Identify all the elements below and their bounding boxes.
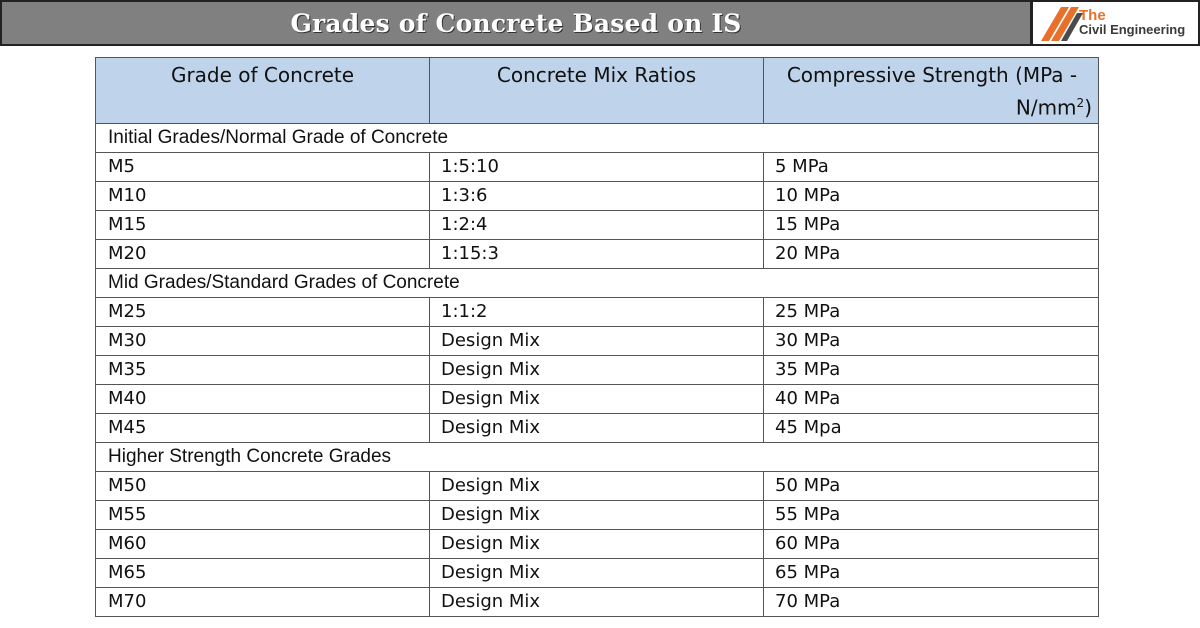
strength-cell: 40 MPa <box>763 384 1099 414</box>
table-row: M5 1:5:10 5 MPa <box>95 152 1099 182</box>
table-row: M45 Design Mix 45 Mpa <box>95 413 1099 443</box>
table-row: M35 Design Mix 35 MPa <box>95 355 1099 385</box>
mix-cell: Design Mix <box>429 413 764 443</box>
strength-header-sup: 2 <box>1076 96 1085 110</box>
section-row: Mid Grades/Standard Grades of Concrete <box>95 268 1099 298</box>
mix-cell: 1:3:6 <box>429 181 764 211</box>
strength-cell: 15 MPa <box>763 210 1099 240</box>
mix-cell: Design Mix <box>429 529 764 559</box>
table-row: M50 Design Mix 50 MPa <box>95 471 1099 501</box>
table-row: M70 Design Mix 70 MPa <box>95 587 1099 617</box>
table-row: M60 Design Mix 60 MPa <box>95 529 1099 559</box>
strength-header-line2: N/mm2) <box>772 89 1092 122</box>
strength-cell: 20 MPa <box>763 239 1099 269</box>
grade-cell: M25 <box>95 297 430 327</box>
table-row: M65 Design Mix 65 MPa <box>95 558 1099 588</box>
strength-header-close: ) <box>1084 95 1092 120</box>
diagonal-stripes-icon <box>1041 7 1083 41</box>
title-banner: Grades of Concrete Based on IS <box>0 0 1032 46</box>
page-title: Grades of Concrete Based on IS <box>290 8 742 38</box>
grade-cell: M20 <box>95 239 430 269</box>
mix-cell: 1:15:3 <box>429 239 764 269</box>
table-row: M30 Design Mix 30 MPa <box>95 326 1099 356</box>
mix-cell: Design Mix <box>429 558 764 588</box>
grade-cell: M30 <box>95 326 430 356</box>
strength-cell: 55 MPa <box>763 500 1099 530</box>
mix-cell: Design Mix <box>429 500 764 530</box>
strength-cell: 5 MPa <box>763 152 1099 182</box>
strength-cell: 60 MPa <box>763 529 1099 559</box>
mix-cell: Design Mix <box>429 326 764 356</box>
mix-cell: Design Mix <box>429 384 764 414</box>
table-row: M40 Design Mix 40 MPa <box>95 384 1099 414</box>
grade-cell: M35 <box>95 355 430 385</box>
grade-cell: M10 <box>95 181 430 211</box>
strength-cell: 50 MPa <box>763 471 1099 501</box>
table-row: M25 1:1:2 25 MPa <box>95 297 1099 327</box>
grade-cell: M50 <box>95 471 430 501</box>
strength-cell: 30 MPa <box>763 326 1099 356</box>
grade-cell: M70 <box>95 587 430 617</box>
mix-cell: Design Mix <box>429 587 764 617</box>
section-row: Higher Strength Concrete Grades <box>95 442 1099 472</box>
table-body: Initial Grades/Normal Grade of Concrete M… <box>95 123 1099 617</box>
table-row: M55 Design Mix 55 MPa <box>95 500 1099 530</box>
column-header-strength: Compressive Strength (MPa - N/mm2) <box>763 57 1099 124</box>
column-header-grade: Grade of Concrete <box>95 57 430 124</box>
strength-cell: 65 MPa <box>763 558 1099 588</box>
grade-cell: M60 <box>95 529 430 559</box>
grade-cell: M55 <box>95 500 430 530</box>
mix-cell: 1:1:2 <box>429 297 764 327</box>
grade-cell: M65 <box>95 558 430 588</box>
strength-header-line1: Compressive Strength (MPa - <box>786 63 1078 87</box>
section-title: Initial Grades/Normal Grade of Concrete <box>95 123 1099 153</box>
table-row: M10 1:3:6 10 MPa <box>95 181 1099 211</box>
strength-cell: 25 MPa <box>763 297 1099 327</box>
grade-cell: M45 <box>95 413 430 443</box>
section-title: Higher Strength Concrete Grades <box>95 442 1099 472</box>
mix-cell: 1:2:4 <box>429 210 764 240</box>
table-row: M20 1:15:3 20 MPa <box>95 239 1099 269</box>
table-header-row: Grade of Concrete Concrete Mix Ratios Co… <box>95 57 1099 124</box>
concrete-grades-table: Grade of Concrete Concrete Mix Ratios Co… <box>95 57 1099 617</box>
strength-header-unit: N/mm <box>1015 95 1077 120</box>
strength-cell: 70 MPa <box>763 587 1099 617</box>
brand-logo: The Civil Engineering <box>1032 0 1200 46</box>
grade-cell: M15 <box>95 210 430 240</box>
grade-cell: M40 <box>95 384 430 414</box>
logo-line-name: Civil Engineering <box>1079 22 1186 37</box>
strength-cell: 45 Mpa <box>763 413 1099 443</box>
logo-line-the: The <box>1079 7 1106 24</box>
mix-cell: 1:5:10 <box>429 152 764 182</box>
strength-cell: 35 MPa <box>763 355 1099 385</box>
strength-cell: 10 MPa <box>763 181 1099 211</box>
section-row: Initial Grades/Normal Grade of Concrete <box>95 123 1099 153</box>
grade-cell: M5 <box>95 152 430 182</box>
table-row: M15 1:2:4 15 MPa <box>95 210 1099 240</box>
mix-cell: Design Mix <box>429 355 764 385</box>
column-header-mix: Concrete Mix Ratios <box>429 57 764 124</box>
section-title: Mid Grades/Standard Grades of Concrete <box>95 268 1099 298</box>
mix-cell: Design Mix <box>429 471 764 501</box>
